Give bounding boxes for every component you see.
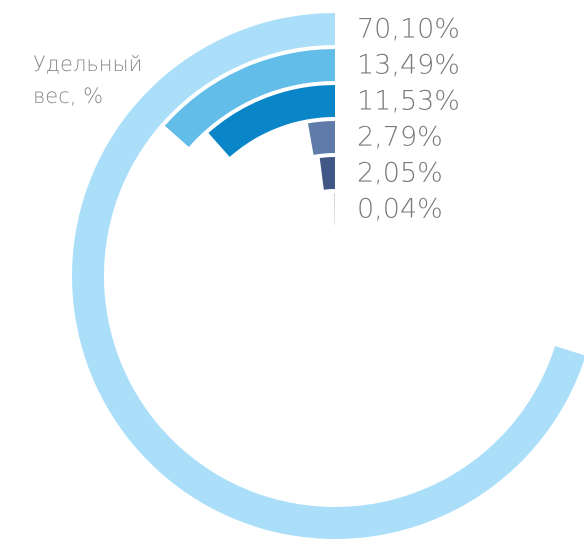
chart-title: Удельный вес, % — [33, 52, 143, 108]
radial-bar — [164, 49, 335, 147]
radial-bar — [208, 85, 335, 157]
value-label: 2,05% — [357, 158, 443, 189]
value-label: 2,79% — [357, 122, 443, 153]
radial-bar — [307, 121, 335, 155]
value-label: 11,53% — [357, 86, 460, 117]
value-label: 70,10% — [357, 14, 460, 45]
value-label: 13,49% — [357, 50, 460, 81]
value-label: 0,04% — [357, 194, 443, 225]
radial-bar — [319, 157, 335, 190]
